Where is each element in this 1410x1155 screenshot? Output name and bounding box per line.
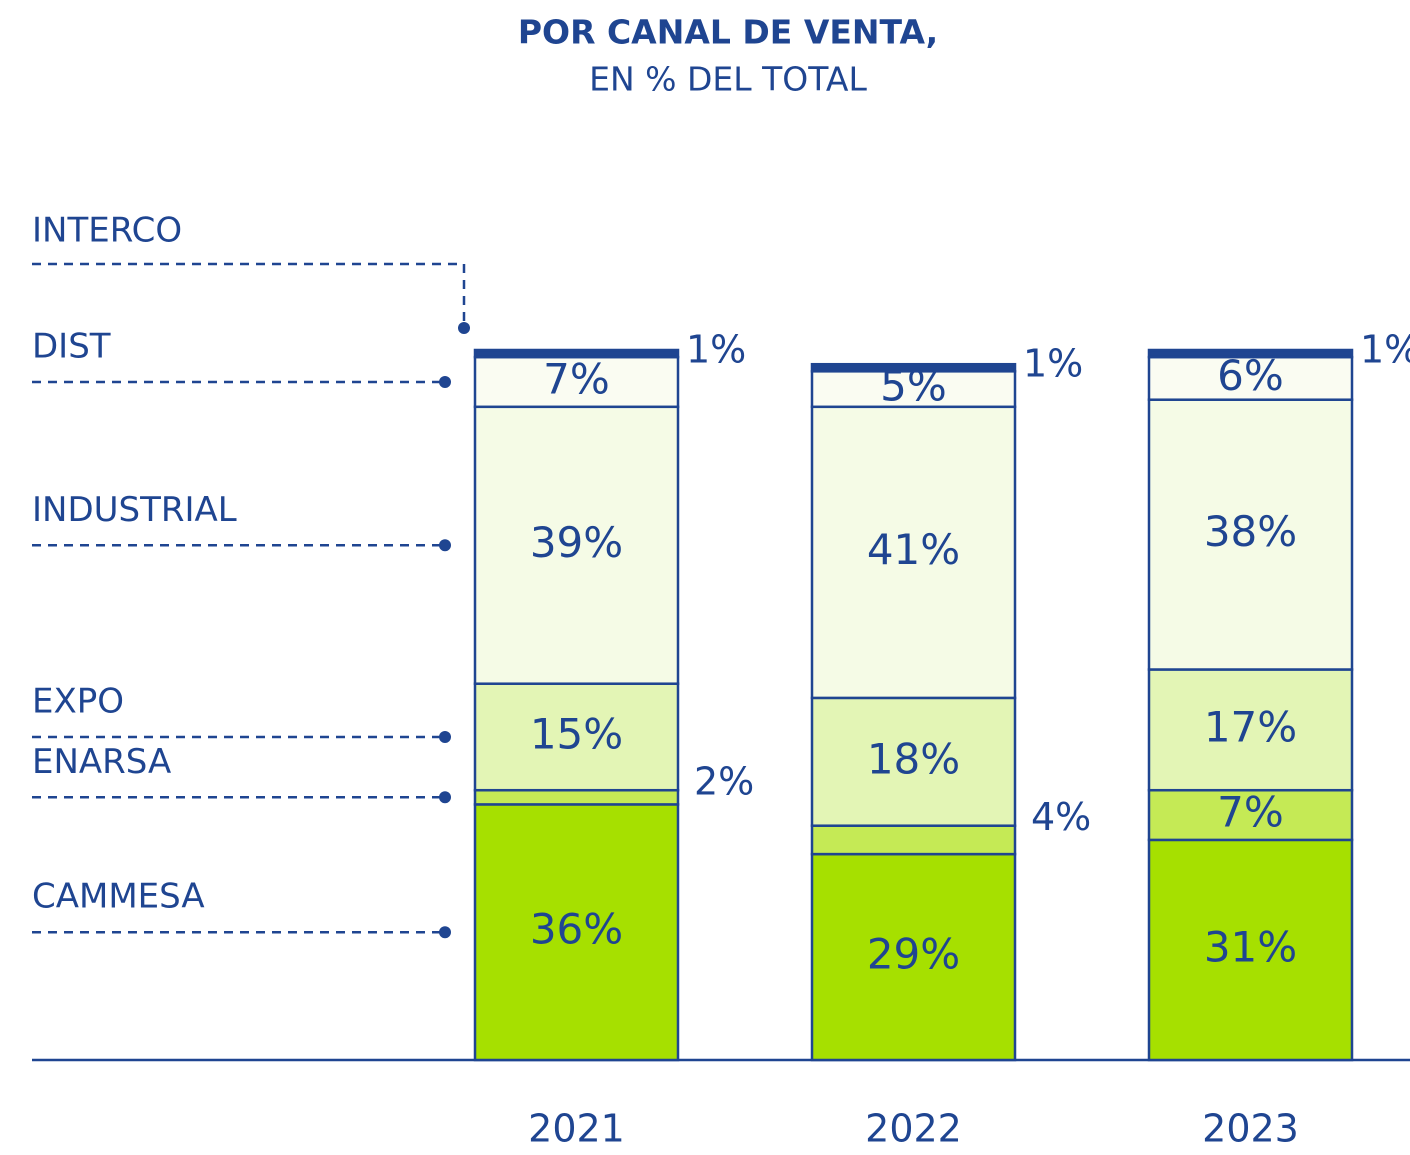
value-label: 6% [1217,351,1284,400]
legend-dot [439,791,451,804]
value-label: 1% [1023,342,1083,386]
value-label: 7% [1217,788,1284,837]
bar-segment [473,803,680,1062]
legend-label: CAMMESA [32,877,205,917]
legend-leader [32,262,466,328]
legend-label: EXPO [32,681,124,721]
value-label: 4% [1031,795,1091,839]
value-label: 31% [1204,922,1297,971]
legend-label: INTERCO [32,211,182,251]
legend-label: DIST [32,326,111,366]
legend-label: ENARSA [32,742,171,782]
chart-subtitle: EN % DEL TOTAL [589,60,867,99]
value-label: 7% [543,354,610,403]
x-tick-label: 2022 [865,1107,962,1151]
value-label: 1% [1360,328,1410,372]
value-label: 39% [530,518,623,567]
bar-segment [473,348,680,359]
value-label: 41% [867,525,960,574]
value-label: 1% [686,328,746,372]
bar-segment [1147,838,1354,1062]
legend-dot [439,730,451,743]
chart-title: POR CANAL DE VENTA, [518,13,938,52]
legend-dot [439,539,451,552]
value-label: 18% [867,734,960,783]
bar-segment [810,852,1017,1062]
bar-segment [1147,348,1354,359]
legend-dot [458,322,470,334]
value-label: 36% [530,905,623,954]
legend-dot [439,926,451,939]
legend-label: INDUSTRIAL [32,490,237,530]
bar-segment [473,682,680,792]
value-label: 2% [694,760,754,804]
value-label: 38% [1204,507,1297,556]
x-tick-label: 2023 [1202,1107,1299,1151]
bar-segment [1147,668,1354,792]
legend-dot [439,375,451,388]
value-label: 15% [530,709,623,758]
bar-segment [1147,398,1354,671]
x-tick-label: 2021 [528,1107,625,1151]
bar-segment [810,405,1017,700]
value-label: 29% [867,930,960,979]
bar-segment [810,370,1017,409]
bar-segment [1147,355,1354,401]
bar-segment [810,824,1017,856]
value-label: 17% [1204,702,1297,751]
bar-segment [473,788,680,806]
bar-segment [473,355,680,409]
bar-segment [810,362,1017,373]
bar-segment [810,696,1017,827]
